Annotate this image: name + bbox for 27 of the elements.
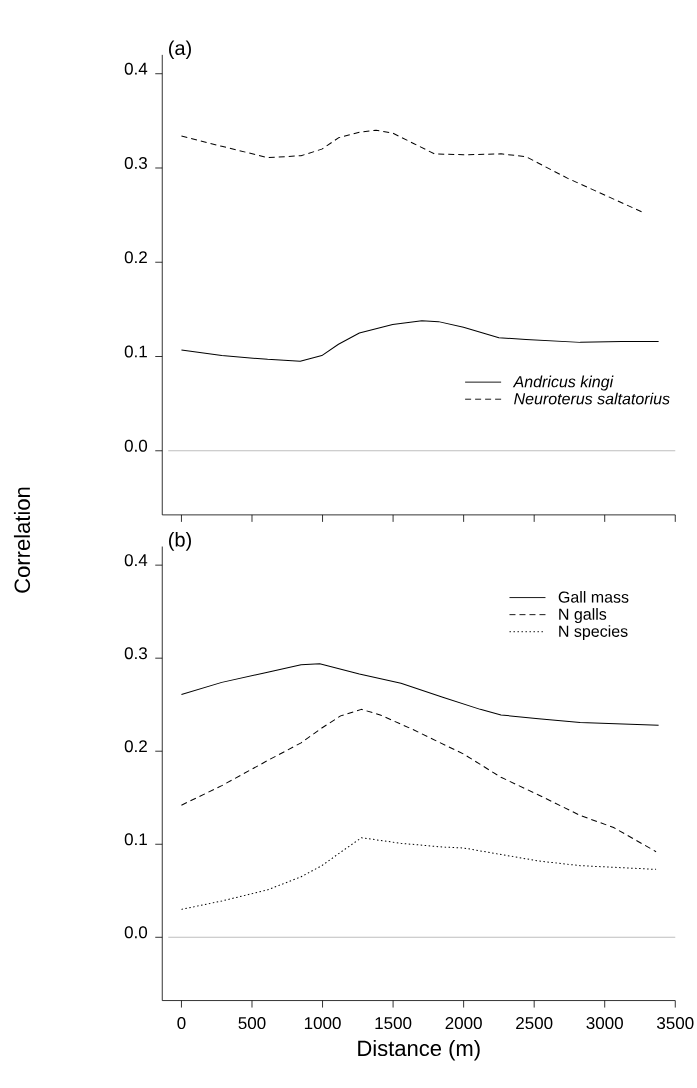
y-tick-label: 0.0 [124, 439, 147, 452]
y-tick-label: 0.1 [124, 345, 147, 358]
x-axis-title: Distance (m) [358, 1039, 480, 1061]
y-tick-label: 0.4 [124, 62, 147, 75]
y-axis-title: Correlation [13, 487, 30, 593]
legend-label: Gall mass [558, 591, 629, 603]
legend-label: Andricus kingi [512, 375, 614, 391]
x-tick-label: 2500 [515, 1017, 553, 1030]
y-tick-label: 0.2 [124, 740, 147, 753]
x-tick-label: 500 [238, 1017, 266, 1030]
x-tick-label: 2000 [445, 1017, 482, 1030]
legend-label: N species [558, 625, 628, 641]
chart-title: (a) [168, 40, 191, 60]
y-tick-label: 0.0 [124, 926, 147, 939]
y-tick-label: 0.4 [124, 554, 147, 567]
y-tick-label: 0.3 [124, 647, 147, 660]
y-tick-label: 0.2 [124, 251, 147, 264]
x-tick-label: 3000 [586, 1017, 623, 1030]
chart-title: (b) [168, 532, 191, 551]
x-tick-label: 1500 [375, 1017, 412, 1030]
y-tick-label: 0.1 [124, 833, 147, 846]
x-tick-label: 0 [177, 1017, 186, 1030]
x-tick-label: 3500 [656, 1017, 694, 1030]
x-tick-label: 1000 [304, 1017, 341, 1030]
legend-label: Neuroterus saltatorius [513, 392, 670, 405]
y-tick-label: 0.3 [124, 156, 147, 170]
legend-label: N galls [558, 608, 606, 624]
